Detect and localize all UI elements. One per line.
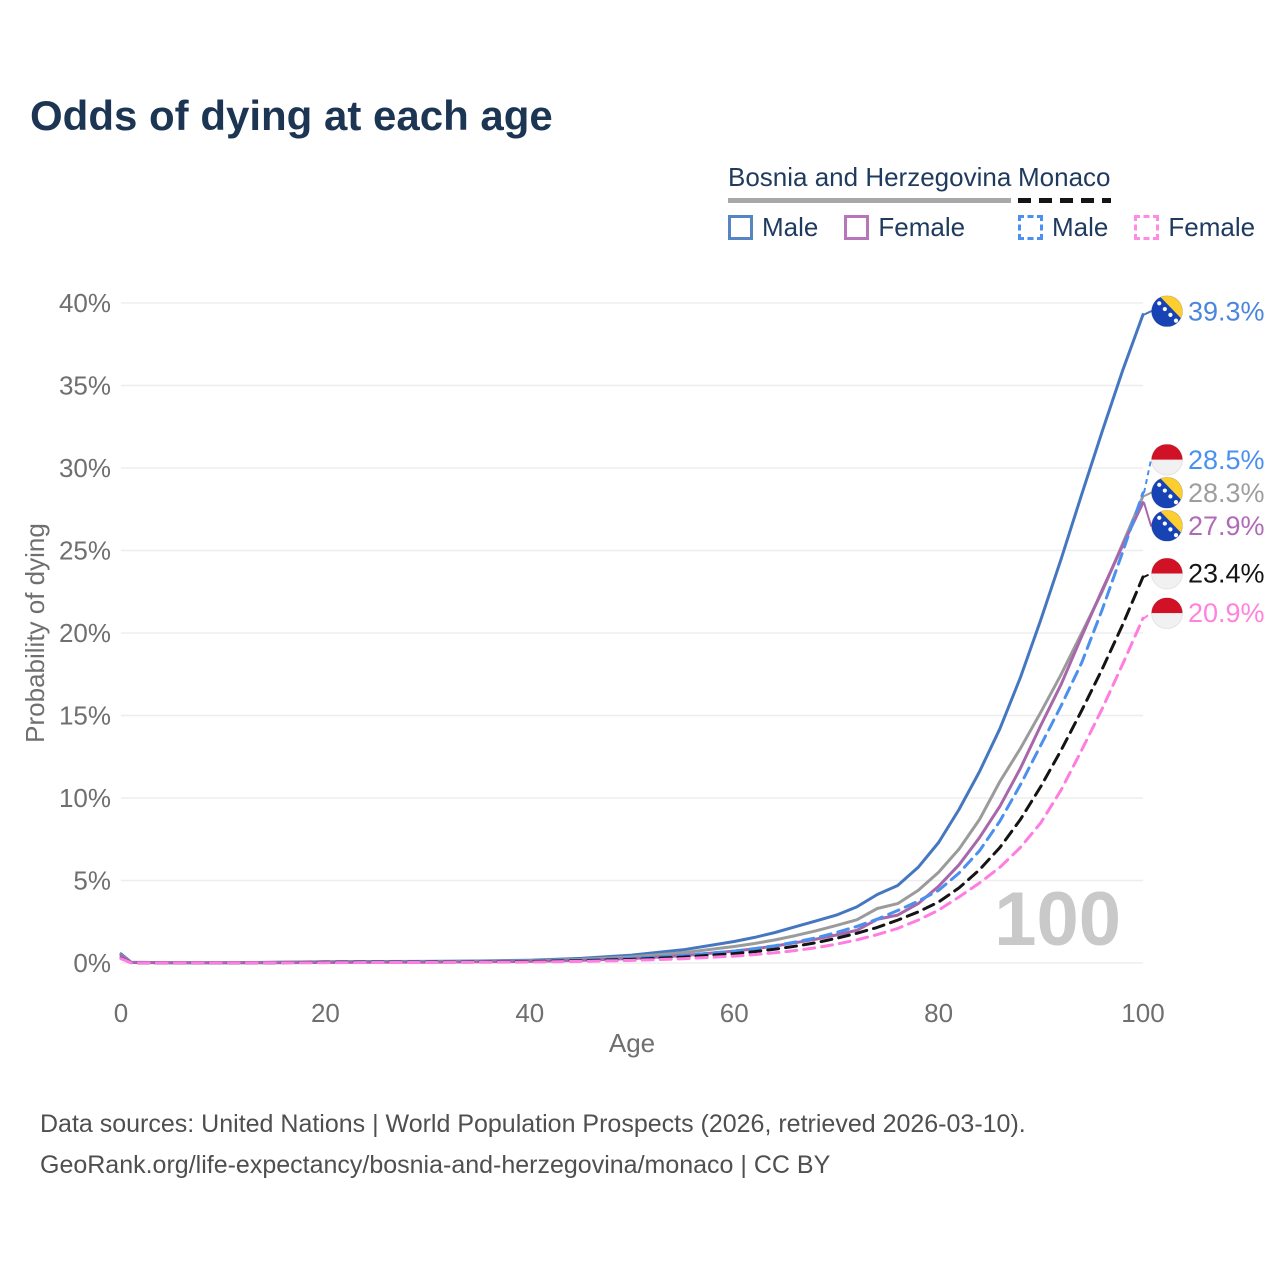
flag-bosnia-icon xyxy=(1151,477,1183,509)
series-line-ba-all xyxy=(119,494,1145,965)
y-tick-label: 5% xyxy=(73,866,111,896)
flag-monaco-icon xyxy=(1151,597,1183,629)
age-watermark: 100 xyxy=(994,877,1121,962)
page-title: Odds of dying at each age xyxy=(30,92,553,139)
y-tick-label: 10% xyxy=(59,783,111,813)
label-connector-ba-female xyxy=(1143,502,1152,527)
x-tick-label: 80 xyxy=(924,998,953,1028)
x-tick-label: 40 xyxy=(515,998,544,1028)
end-label-group-mc-female: 20.9% xyxy=(1143,597,1265,630)
end-label-group-ba-male: 39.3% xyxy=(1143,295,1265,328)
legend-item-monaco-male[interactable]: Male xyxy=(1018,212,1108,243)
legend-bosnia-line-swatch xyxy=(728,198,1012,203)
y-tick-label: 0% xyxy=(73,948,111,978)
y-tick-label: 30% xyxy=(59,453,111,483)
gridlines: 0% 5% 10% 15% 20% 25% 30% 35% 40% xyxy=(59,288,1143,978)
legend-item-bosnia-female[interactable]: Female xyxy=(844,212,965,243)
legend-swatch-bosnia-male-icon xyxy=(728,215,753,240)
end-label-group-mc-male: 28.5% xyxy=(1143,443,1265,494)
footer: Data sources: United Nations | World Pop… xyxy=(40,1104,1026,1186)
flag-monaco-icon xyxy=(1151,558,1183,590)
legend-group-monaco: Monaco Male Female xyxy=(1018,162,1255,243)
series-line-mc-female xyxy=(119,616,1145,965)
x-tick-label: 100 xyxy=(1121,998,1164,1028)
y-axis-title: Probability of dying xyxy=(20,523,50,743)
y-tick-label: 25% xyxy=(59,536,111,566)
legend-swatch-monaco-male-icon xyxy=(1018,215,1043,240)
legend-item-bosnia-male-label: Male xyxy=(762,212,819,242)
legend-group-monaco-title: Monaco xyxy=(1018,162,1111,192)
series-line-mc-male xyxy=(119,491,1145,965)
y-tick-label: 35% xyxy=(59,371,111,401)
series-line-mc-all xyxy=(119,575,1145,965)
flag-bosnia-icon xyxy=(1151,295,1183,327)
x-axis-title: Age xyxy=(609,1028,655,1058)
series-line-ba-female xyxy=(119,501,1145,965)
label-connector-mc-female xyxy=(1143,612,1152,620)
legend-item-monaco-female-label: Female xyxy=(1168,212,1256,242)
legend-items-bosnia: Male Female xyxy=(728,212,1011,243)
label-connector-mc-male xyxy=(1143,458,1152,494)
label-connector-ba-male xyxy=(1143,310,1152,316)
end-label-mc-female: 20.9% xyxy=(1188,598,1265,628)
legend-item-monaco-male-label: Male xyxy=(1052,212,1109,242)
x-tick-label: 20 xyxy=(311,998,340,1028)
label-connector-mc-all xyxy=(1143,572,1152,578)
end-label-mc-all: 23.4% xyxy=(1188,559,1265,589)
end-label-ba-female: 27.9% xyxy=(1188,511,1265,541)
x-tick-label: 0 xyxy=(114,998,128,1028)
x-tick-label: 60 xyxy=(720,998,749,1028)
legend-group-bosnia-header[interactable]: Bosnia and Herzegovina xyxy=(728,162,1012,203)
end-label-mc-male: 28.5% xyxy=(1188,445,1265,475)
legend-swatch-monaco-female-icon xyxy=(1134,215,1160,240)
legend-items-monaco: Male Female xyxy=(1018,212,1255,243)
legend-group-bosnia: Bosnia and Herzegovina Male Female xyxy=(728,162,1012,243)
end-label-group-mc-all: 23.4% xyxy=(1143,557,1265,590)
legend-group-bosnia-title: Bosnia and Herzegovina xyxy=(728,162,1012,192)
end-label-group-ba-female: 27.9% xyxy=(1143,502,1265,542)
footer-attribution: GeoRank.org/life-expectancy/bosnia-and-h… xyxy=(40,1151,831,1179)
end-label-ba-all: 28.3% xyxy=(1188,478,1265,508)
end-label-ba-male: 39.3% xyxy=(1188,296,1265,326)
legend-item-bosnia-male[interactable]: Male xyxy=(728,212,818,243)
end-label-group-ba-all: 28.3% xyxy=(1143,476,1265,509)
legend-item-bosnia-female-label: Female xyxy=(878,212,966,242)
flag-bosnia-icon xyxy=(1151,510,1183,542)
y-tick-label: 15% xyxy=(59,701,111,731)
legend-item-monaco-female[interactable]: Female xyxy=(1134,212,1255,243)
flag-monaco-icon xyxy=(1151,444,1183,476)
series-line-ba-male xyxy=(119,313,1145,965)
y-tick-label: 40% xyxy=(59,288,111,318)
legend-monaco-line-swatch xyxy=(1018,198,1111,203)
legend-group-monaco-header[interactable]: Monaco xyxy=(1018,162,1111,203)
legend-swatch-bosnia-female-icon xyxy=(844,215,870,240)
footer-data-sources: Data sources: United Nations | World Pop… xyxy=(40,1110,1026,1138)
label-connector-ba-all xyxy=(1143,491,1152,498)
y-tick-label: 20% xyxy=(59,618,111,648)
